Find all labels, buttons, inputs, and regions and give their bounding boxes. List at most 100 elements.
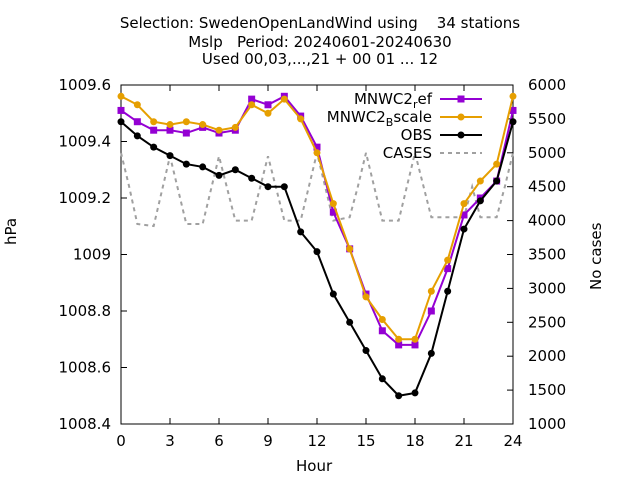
MNWC2_Bscale-point [346, 245, 354, 253]
x-tick-label: 18 [405, 432, 424, 450]
legend-swatch-marker [457, 113, 465, 121]
MNWC2_ref-point [460, 211, 468, 219]
MNWC2_ref-point [378, 327, 386, 335]
MNWC2_Bscale-point [509, 92, 517, 100]
series-MNWC2_ref [117, 92, 517, 349]
y2-tick-label: 3000 [528, 279, 566, 297]
legend-label: OBS [401, 126, 432, 144]
MNWC2_ref-point [444, 265, 452, 273]
MNWC2_Bscale-point [199, 121, 207, 129]
y2-tick-label: 5000 [528, 144, 566, 162]
chart-title-line-2: Mslp Period: 20240601-20240630 [188, 33, 452, 51]
x-tick-label: 15 [356, 432, 375, 450]
MNWC2_Bscale-point [395, 335, 403, 343]
x-tick-label: 12 [307, 432, 326, 450]
MNWC2_Bscale-point [150, 118, 158, 126]
MNWC2_ref-point [133, 118, 141, 126]
y-tick-label: 1009.2 [59, 189, 112, 207]
MNWC2_Bscale-point [215, 126, 223, 134]
axis-ticks: 0 3 6 9 12 15 18 21 24 1008.4 1008.6 1008.8 1009 1009… [59, 76, 567, 450]
OBS-point [395, 392, 403, 400]
legend-label: MNWC2Bscale [327, 108, 432, 129]
y-tick-label: 1008.4 [59, 415, 112, 433]
MNWC2_Bscale-point [427, 287, 435, 295]
MNWC2_Bscale-point [231, 123, 239, 131]
MNWC2_Bscale-point [280, 95, 288, 103]
legend-swatch-marker [457, 131, 465, 139]
y2-tick-label: 1500 [528, 381, 566, 399]
y2-tick-label: 3500 [528, 246, 566, 264]
y2-tick-label: 2500 [528, 313, 566, 331]
y-axis-label: hPa [2, 217, 20, 245]
OBS-point [460, 225, 468, 233]
legend-swatch-marker [457, 95, 465, 103]
OBS-point [346, 318, 354, 326]
MNWC2_Bscale-point [444, 256, 452, 264]
y-tick-label: 1009 [73, 246, 111, 264]
OBS-point [117, 118, 125, 126]
MNWC2_Bscale-point [411, 335, 419, 343]
MNWC2_Bscale-point [362, 293, 370, 301]
OBS-point [493, 177, 501, 185]
y2-tick-label: 1000 [528, 415, 566, 433]
OBS-point [248, 174, 256, 182]
MNWC2_ref-point [166, 126, 174, 134]
x-tick-label: 21 [454, 432, 473, 450]
MNWC2_Bscale-point [133, 101, 141, 109]
MNWC2_ref-point [411, 341, 419, 349]
OBS-point [297, 228, 305, 236]
MNWC2_ref-point [313, 143, 321, 151]
MNWC2_ref-point [509, 106, 517, 114]
chart-title-line-1: Selection: SwedenOpenLandWind using 34 s… [119, 14, 521, 32]
x-tick-label: 9 [263, 432, 273, 450]
MNWC2_Bscale-point [166, 121, 174, 129]
OBS-point [182, 160, 190, 168]
x-tick-label: 24 [503, 432, 522, 450]
y2-axis-label: No cases [587, 222, 605, 290]
OBS-point [313, 248, 321, 256]
y-tick-label: 1008.8 [59, 302, 112, 320]
x-tick-label: 0 [116, 432, 126, 450]
OBS-point [150, 143, 158, 151]
MNWC2_Bscale-point [182, 118, 190, 126]
MNWC2_Bscale-point [264, 109, 272, 117]
legend-label: CASES [383, 144, 432, 162]
OBS-line [120, 120, 514, 397]
MNWC2_Bscale-point [248, 101, 256, 109]
MNWC2_ref-line [120, 95, 514, 346]
MNWC2_ref-point [395, 341, 403, 349]
OBS-point [199, 163, 207, 171]
MNWC2_Bscale-point [117, 92, 125, 100]
MNWC2_ref-point [248, 95, 256, 103]
x-axis-label: Hour [296, 457, 333, 475]
OBS-point [444, 287, 452, 295]
MNWC2_ref-point [427, 307, 435, 315]
OBS-point [215, 171, 223, 179]
MNWC2_Bscale-point [460, 200, 468, 208]
MNWC2_Bscale-point [493, 160, 501, 168]
y2-tick-label: 4000 [528, 212, 566, 230]
y-tick-label: 1009.6 [59, 76, 112, 94]
MNWC2_ref-point [182, 129, 190, 137]
OBS-point [427, 349, 435, 357]
OBS-point [411, 389, 419, 397]
OBS-point [133, 132, 141, 140]
x-tick-label: 3 [165, 432, 175, 450]
legend-label: MNWC2ref [354, 90, 433, 111]
OBS-point [166, 152, 174, 160]
MNWC2_ref-point [264, 101, 272, 109]
MNWC2_ref-point [117, 106, 125, 114]
OBS-point [231, 166, 239, 174]
OBS-point [476, 197, 484, 205]
MNWC2_ref-point [150, 126, 158, 134]
OBS-point [362, 347, 370, 355]
OBS-point [378, 375, 386, 383]
y2-tick-label: 5500 [528, 110, 566, 128]
series-OBS [117, 118, 517, 400]
MNWC2_Bscale-point [329, 200, 337, 208]
OBS-point [509, 118, 517, 126]
MNWC2_Bscale-point [297, 115, 305, 123]
MNWC2_ref-point [329, 208, 337, 216]
